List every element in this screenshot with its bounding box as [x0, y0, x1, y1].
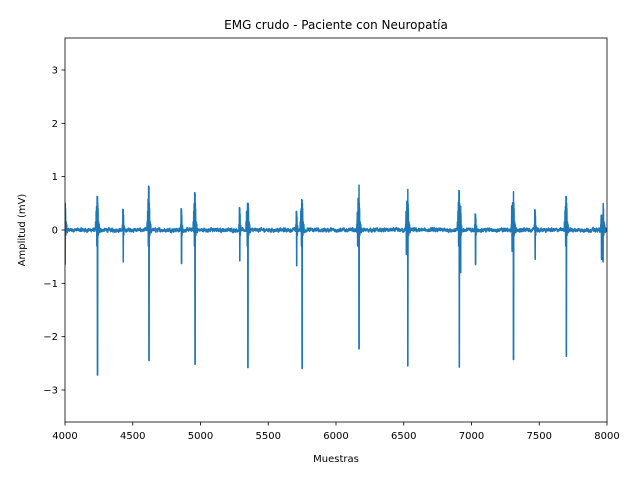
x-tick-label: 6000 — [323, 431, 348, 442]
x-axis-label: Muestras — [313, 454, 359, 465]
x-axis: 4000 4500 5000 5500 6000 6500 7000 7500 8000 — [52, 422, 620, 442]
x-tick-label: 4000 — [52, 431, 77, 442]
y-tick-label: −2 — [43, 332, 58, 343]
x-tick-label: 7500 — [527, 431, 552, 442]
y-tick-label: −3 — [43, 386, 58, 397]
x-tick-label: 7000 — [459, 431, 484, 442]
y-axis: −3 −2 −1 0 1 2 3 — [43, 66, 65, 397]
y-axis-label: Amplitud (mV) — [17, 194, 28, 267]
x-tick-label: 6500 — [391, 431, 416, 442]
y-tick-label: 2 — [52, 119, 58, 130]
x-tick-label: 4500 — [120, 431, 145, 442]
x-tick-label: 8000 — [594, 431, 619, 442]
x-tick-label: 5500 — [256, 431, 281, 442]
emg-signal-line — [65, 185, 607, 376]
chart-title: EMG crudo - Paciente con Neuropatía — [224, 18, 448, 32]
y-tick-label: 3 — [52, 66, 58, 77]
y-tick-label: −1 — [43, 279, 58, 290]
y-tick-label: 1 — [52, 172, 58, 183]
y-tick-label: 0 — [52, 226, 58, 237]
x-tick-label: 5000 — [188, 431, 213, 442]
series-layer — [65, 184, 607, 376]
